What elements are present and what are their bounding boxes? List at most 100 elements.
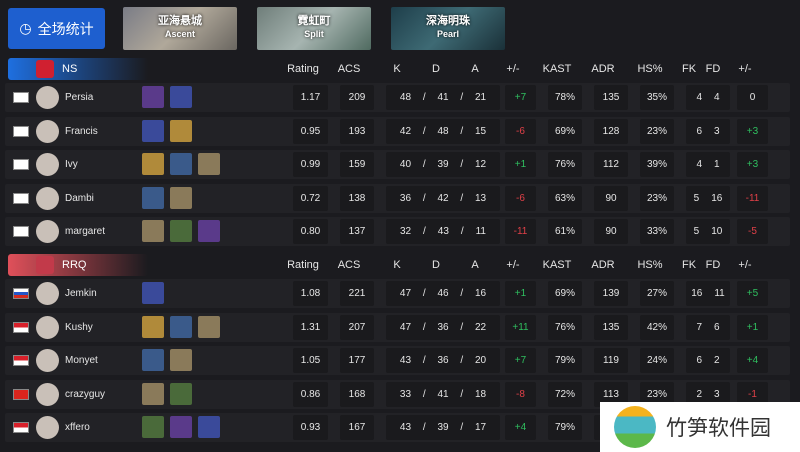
plus-minus: +1 <box>505 281 536 306</box>
agent-icon <box>198 153 220 175</box>
map-tab-split[interactable]: 霓虹町 Split <box>257 7 371 50</box>
rating: 0.93 <box>293 415 328 440</box>
adr: 112 <box>594 152 628 177</box>
acs: 221 <box>340 281 374 306</box>
flag-icon <box>13 125 29 137</box>
fk-plus-minus: +3 <box>737 152 768 177</box>
column-header: KAST <box>542 63 572 75</box>
kda: 36/42/13 <box>386 185 500 211</box>
column-header: K <box>393 259 401 271</box>
kast: 79% <box>548 415 582 440</box>
player-row[interactable]: Kushy 1.31 207 47/36/22 +11 76% 135 42% … <box>5 312 790 342</box>
team-logo <box>36 60 54 78</box>
team-header-rrq: RRQ <box>8 254 148 276</box>
acs: 167 <box>340 415 374 440</box>
player-name[interactable]: Ivy <box>65 159 78 170</box>
column-header: ADR <box>591 259 615 271</box>
agent-icon <box>198 416 220 438</box>
player-name[interactable]: Dambi <box>65 192 94 204</box>
avatar <box>36 220 59 243</box>
fk-plus-minus: +3 <box>737 118 768 144</box>
kda: 47/36/22 <box>386 314 500 340</box>
rating: 1.17 <box>293 85 328 110</box>
player-name[interactable]: xffero <box>65 422 90 433</box>
player-name[interactable]: Jemkin <box>65 288 97 299</box>
avatar <box>36 119 59 143</box>
kast: 63% <box>548 185 582 211</box>
flag-icon <box>13 422 29 433</box>
watermark-logo <box>614 406 656 448</box>
player-row[interactable]: Monyet 1.05 177 43/36/20 +7 79% 119 24% … <box>5 346 790 375</box>
agent-icon <box>142 220 164 242</box>
column-header: D <box>432 63 440 75</box>
kast: 61% <box>548 219 582 244</box>
agent-icon <box>142 86 164 108</box>
agent-icon <box>170 382 192 405</box>
column-header: FD <box>705 259 721 271</box>
player-name[interactable]: margaret <box>65 226 106 237</box>
column-header: FD <box>705 63 721 75</box>
kda: 47/46/16 <box>386 281 500 306</box>
agent-icon <box>142 315 164 338</box>
player-row[interactable]: Francis 0.95 193 42/48/15 -6 69% 128 23%… <box>5 116 790 146</box>
team-logo <box>36 256 54 274</box>
hs-percent: 39% <box>640 152 674 177</box>
team-header-ns: NS <box>8 58 148 80</box>
player-row[interactable]: margaret 0.80 137 32/43/11 -11 61% 90 33… <box>5 217 790 246</box>
player-row[interactable]: crazyguy 0.86 168 33/41/18 -8 72% 113 23… <box>5 379 790 409</box>
fk-plus-minus: 0 <box>737 85 768 110</box>
column-header: +/- <box>506 259 520 271</box>
plus-minus: -6 <box>505 118 536 144</box>
flag-icon <box>13 226 29 237</box>
agent-icon <box>142 349 164 371</box>
fk-fd: 5 16 <box>686 185 730 211</box>
avatar <box>36 382 59 406</box>
agent-icon <box>142 382 164 405</box>
plus-minus: +7 <box>505 348 536 373</box>
plus-minus: +11 <box>505 314 536 340</box>
kda: 43/36/20 <box>386 348 500 373</box>
player-row[interactable]: Jemkin 1.08 221 47/46/16 +1 69% 139 27% … <box>5 279 790 308</box>
agent-icon <box>198 315 220 338</box>
player-name[interactable]: Monyet <box>65 355 98 366</box>
plus-minus: -6 <box>505 185 536 211</box>
flag-icon <box>13 321 29 333</box>
hs-percent: 23% <box>640 118 674 144</box>
overall-stats-button[interactable]: ◷ 全场统计 <box>8 8 105 49</box>
agent-icon <box>170 119 192 142</box>
kda: 33/41/18 <box>386 381 500 407</box>
column-header: +/- <box>506 63 520 75</box>
column-header: HS% <box>637 259 663 271</box>
player-row[interactable]: Persia 1.17 209 48/41/21 +7 78% 135 35% … <box>5 83 790 112</box>
kda: 40/39/12 <box>386 152 500 177</box>
flag-icon <box>13 355 29 366</box>
rating: 1.31 <box>293 314 328 340</box>
fk-plus-minus: +1 <box>737 314 768 340</box>
player-name[interactable]: Kushy <box>65 321 93 333</box>
agent-icon <box>170 186 192 209</box>
column-header: ACS <box>337 259 361 271</box>
kda: 43/39/17 <box>386 415 500 440</box>
map-tab-ascent[interactable]: 亚海悬城 Ascent <box>123 7 237 50</box>
player-name[interactable]: Persia <box>65 92 94 103</box>
map-tab-pearl[interactable]: 深海明珠 Pearl <box>391 7 505 50</box>
flag-icon <box>13 288 29 299</box>
player-name[interactable]: crazyguy <box>65 388 106 400</box>
column-header: HS% <box>637 63 663 75</box>
kda: 48/41/21 <box>386 85 500 110</box>
player-name[interactable]: Francis <box>65 125 98 137</box>
plus-minus: +7 <box>505 85 536 110</box>
plus-minus: -11 <box>505 219 536 244</box>
adr: 139 <box>594 281 628 306</box>
rating: 1.05 <box>293 348 328 373</box>
agent-icon <box>142 119 164 142</box>
rating: 1.08 <box>293 281 328 306</box>
avatar <box>36 86 59 109</box>
hs-percent: 23% <box>640 185 674 211</box>
